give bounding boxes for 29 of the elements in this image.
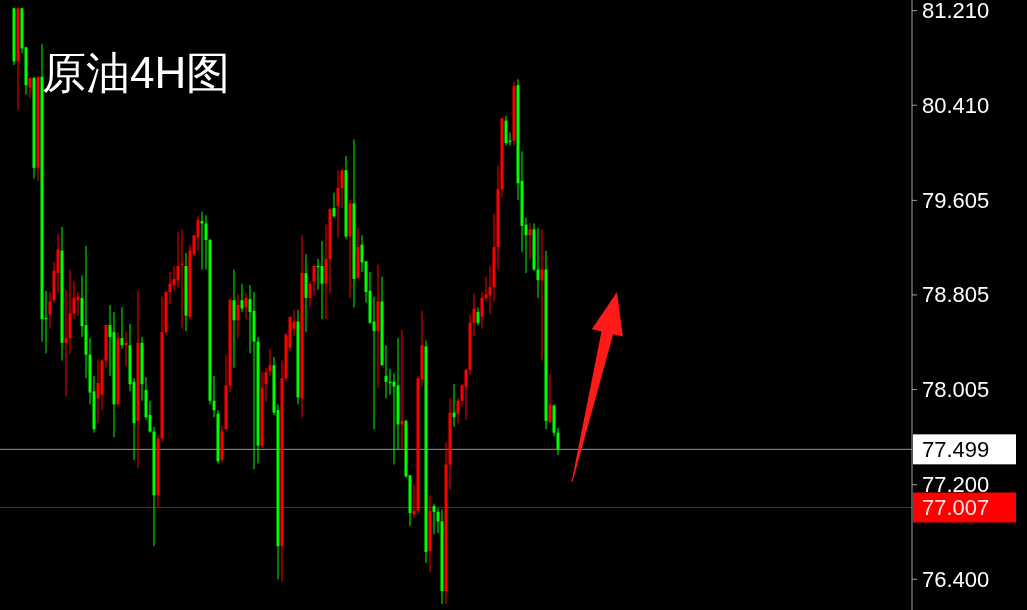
candlestick (336, 169, 340, 239)
y-tick-label: 78.005 (922, 377, 990, 403)
candlestick (432, 503, 436, 535)
candlestick (540, 228, 544, 362)
candlestick (240, 283, 244, 313)
candlestick (548, 373, 552, 424)
candlestick (232, 269, 236, 369)
y-tick-label: 79.605 (922, 187, 990, 213)
candlestick (28, 77, 32, 99)
candlestick (332, 192, 336, 219)
ref-line-label: 77.007 (922, 495, 990, 521)
candlestick (244, 292, 248, 320)
candlestick (312, 264, 316, 297)
y-tick-label: 76.400 (922, 566, 990, 592)
ref-line-label: 77.499 (922, 436, 990, 462)
candlestick (120, 306, 124, 350)
candlestick (96, 358, 100, 424)
candlestick (504, 115, 508, 146)
candlestick (528, 222, 532, 260)
candlestick (340, 168, 344, 209)
y-tick-label: 81.210 (922, 0, 990, 24)
y-tick-label: 80.410 (922, 92, 990, 118)
candlestick (320, 240, 324, 320)
candlestick (536, 227, 540, 299)
candlestick (196, 215, 200, 252)
candlestick (236, 293, 240, 339)
y-tick-label: 78.805 (922, 282, 990, 308)
text: 原油4H图 (42, 48, 231, 97)
y-tick-label: 77.200 (922, 472, 990, 498)
